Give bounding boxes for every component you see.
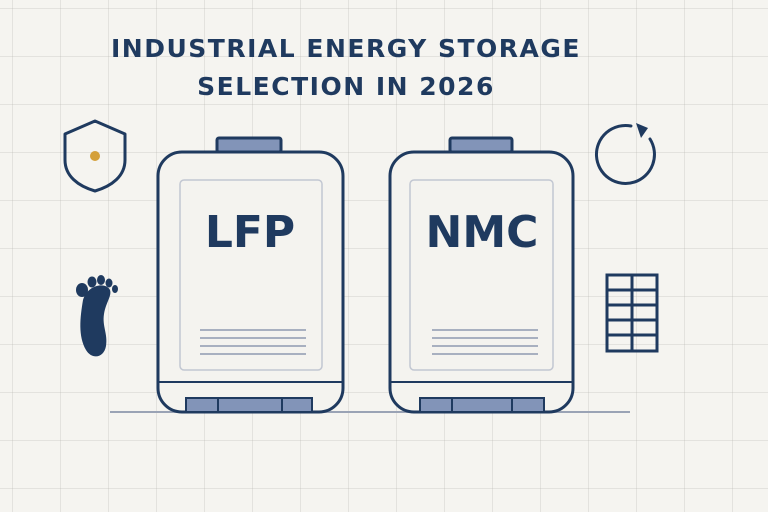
title-line-1: INDUSTRIAL ENERGY STORAGE: [111, 34, 581, 63]
nmc-battery-panel: [409, 179, 554, 371]
footprint-icon: [76, 275, 118, 357]
nmc-battery-foot: [419, 397, 545, 413]
nmc-battery-body: [388, 150, 575, 414]
lfp-label: LFP: [204, 207, 296, 258]
lfp-battery-body: [156, 150, 345, 414]
grid-table-icon: [605, 273, 659, 353]
nmc-battery: [388, 136, 575, 414]
lfp-battery-panel: [179, 179, 323, 371]
cycle-icon: [595, 123, 656, 185]
lfp-battery-terminal: [215, 136, 283, 154]
lfp-battery-foot: [185, 397, 313, 413]
nmc-battery-terminal: [448, 136, 514, 154]
lfp-battery: [156, 136, 345, 414]
page-title: INDUSTRIAL ENERGY STORAGE SELECTION IN 2…: [0, 30, 692, 106]
shield-icon: [63, 119, 127, 193]
title-line-2: SELECTION IN 2026: [197, 72, 495, 101]
nmc-label: NMC: [425, 207, 539, 258]
